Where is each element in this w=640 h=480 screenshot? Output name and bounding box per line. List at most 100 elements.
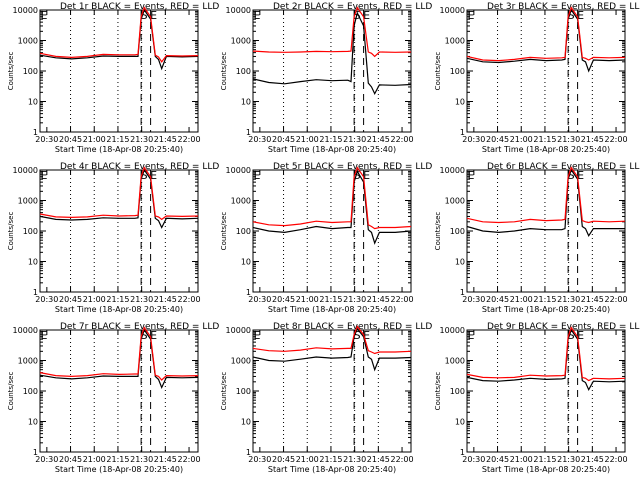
y-tick-label: 10000	[13, 166, 38, 175]
x-axis-label: Start Time (18-Apr-08 20:25:40)	[482, 465, 610, 474]
y-tick-label: 1	[33, 128, 38, 137]
x-tick-label: 21:15	[319, 295, 342, 304]
x-tick-label: 20:45	[59, 295, 82, 304]
x-axis-label: Start Time (18-Apr-08 20:25:40)	[55, 305, 183, 314]
x-tick-label: 20:45	[486, 295, 509, 304]
x-tick-label: 21:45	[367, 295, 390, 304]
x-axis-label: Start Time (18-Apr-08 20:25:40)	[55, 465, 183, 474]
y-tick-label: 1000	[18, 197, 38, 206]
x-tick-label: 20:30	[35, 455, 58, 464]
x-tick-label: 21:15	[533, 295, 556, 304]
x-axis-label: Start Time (18-Apr-08 20:25:40)	[268, 465, 396, 474]
panel-title: Det 9r BLACK = Events, RED = LLD	[487, 322, 640, 332]
series-lld-line	[252, 166, 412, 230]
x-tick-label: 21:15	[106, 455, 129, 464]
panel-2: Det 2r BLACK = Events, RED = LLD 20:30 20:…	[220, 2, 432, 154]
x-tick-label: 21:15	[319, 455, 342, 464]
y-axis-label: Counts/sec	[7, 212, 15, 251]
y-tick-label: 10	[28, 418, 38, 427]
x-tick-label: 20:30	[462, 455, 485, 464]
series-lld-line	[39, 166, 199, 221]
x-tick-label: 21:00	[510, 455, 533, 464]
x-tick-label: 20:45	[486, 455, 509, 464]
x-tick-label: 22:00	[605, 135, 628, 144]
plot-frame	[39, 9, 199, 133]
y-tick-label: 10	[241, 418, 251, 427]
y-tick-label: 100	[236, 227, 251, 236]
panel-title: Det 6r BLACK = Events, RED = LLD	[487, 162, 640, 172]
x-tick-label: 20:30	[462, 295, 485, 304]
series-lld-line	[252, 325, 412, 355]
panel-title: Det 5r BLACK = Events, RED = LLD	[273, 162, 432, 172]
series-events-line	[39, 168, 199, 229]
x-tick-label: 22:00	[605, 295, 628, 304]
x-tick-label: 21:30	[343, 455, 366, 464]
x-tick-label: 20:30	[35, 135, 58, 144]
marker-e-label: E	[363, 329, 370, 342]
y-axis-label: Counts/sec	[434, 52, 442, 91]
y-tick-label: 1	[460, 128, 465, 137]
x-tick-label: 20:30	[248, 135, 271, 144]
panel-3: Det 3r BLACK = Events, RED = LLD 20:30 20:…	[434, 2, 640, 154]
x-axis-label: Start Time (18-Apr-08 20:25:40)	[268, 305, 396, 314]
marker-s-label: S	[354, 329, 361, 342]
x-tick-label: 22:00	[391, 135, 414, 144]
x-tick-label: 21:30	[557, 455, 580, 464]
y-axis-label: Counts/sec	[434, 372, 442, 411]
x-tick-label: 21:45	[154, 295, 177, 304]
x-tick-label: 21:00	[296, 455, 319, 464]
y-tick-label: 1	[246, 448, 251, 457]
x-tick-label: 21:00	[83, 135, 106, 144]
y-tick-label: 1000	[445, 37, 465, 46]
x-tick-label: 20:45	[486, 135, 509, 144]
x-tick-label: 22:00	[391, 455, 414, 464]
x-tick-label: 21:30	[557, 135, 580, 144]
x-tick-label: 21:15	[106, 135, 129, 144]
y-axis-label: Counts/sec	[220, 372, 228, 411]
x-tick-label: 20:45	[272, 295, 295, 304]
x-tick-label: 21:45	[581, 455, 604, 464]
y-tick-label: 10000	[226, 326, 251, 335]
x-tick-label: 20:45	[59, 135, 82, 144]
y-tick-label: 10000	[440, 6, 465, 15]
marker-e-label: E	[577, 169, 584, 182]
y-tick-label: 100	[450, 227, 465, 236]
x-tick-label: 21:30	[343, 295, 366, 304]
x-tick-label: 21:00	[83, 295, 106, 304]
y-tick-label: 1	[460, 448, 465, 457]
marker-e-label: E	[363, 9, 370, 22]
y-tick-label: 1	[460, 288, 465, 297]
y-tick-label: 1000	[445, 197, 465, 206]
y-tick-label: 10000	[226, 166, 251, 175]
y-tick-label: 10	[455, 98, 465, 107]
y-tick-label: 100	[23, 387, 38, 396]
plot-frame	[466, 169, 626, 293]
y-tick-label: 10	[455, 258, 465, 267]
x-tick-label: 21:30	[130, 295, 153, 304]
panel-title: Det 8r BLACK = Events, RED = LLD	[273, 322, 432, 332]
x-tick-label: 21:00	[83, 455, 106, 464]
series-lld-line	[466, 326, 626, 382]
y-tick-label: 1000	[18, 357, 38, 366]
x-axis-label: Start Time (18-Apr-08 20:25:40)	[55, 145, 183, 154]
plot-frame	[39, 329, 199, 453]
x-tick-label: 21:45	[154, 455, 177, 464]
y-axis-label: Counts/sec	[220, 212, 228, 251]
y-tick-label: 10000	[440, 326, 465, 335]
y-tick-label: 1000	[231, 357, 251, 366]
y-tick-label: 1000	[445, 357, 465, 366]
panel-5: Det 5r BLACK = Events, RED = LLD 20:30 20:…	[220, 162, 432, 314]
x-tick-label: 21:45	[367, 455, 390, 464]
plot-frame	[466, 329, 626, 453]
plot-frame	[252, 169, 412, 293]
x-tick-label: 20:30	[35, 295, 58, 304]
series-events-line	[252, 169, 412, 245]
plot-frame	[466, 9, 626, 133]
y-tick-label: 100	[236, 67, 251, 76]
y-tick-label: 1000	[231, 197, 251, 206]
y-tick-label: 10000	[440, 166, 465, 175]
x-tick-label: 22:00	[391, 295, 414, 304]
marker-e-label-start: E	[254, 9, 261, 22]
x-tick-label: 21:30	[130, 455, 153, 464]
marker-e-label: E	[150, 329, 157, 342]
